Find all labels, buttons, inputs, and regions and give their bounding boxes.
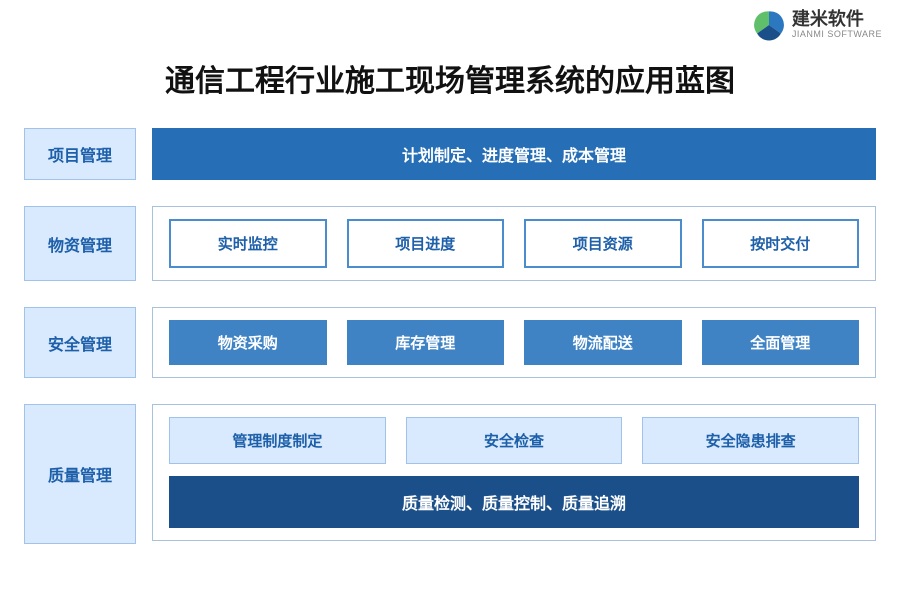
cell: 安全隐患排查 — [642, 417, 859, 464]
cell: 管理制度制定 — [169, 417, 386, 464]
row-frame: 物资采购 库存管理 物流配送 全面管理 — [152, 307, 876, 378]
row-label: 质量管理 — [24, 404, 136, 544]
cell: 项目资源 — [524, 219, 682, 268]
row-frame: 管理制度制定 安全检查 安全隐患排查 质量检测、质量控制、质量追溯 — [152, 404, 876, 541]
row-frame: 实时监控 项目进度 项目资源 按时交付 — [152, 206, 876, 281]
cell: 安全检查 — [406, 417, 623, 464]
diagram-rows: 项目管理 计划制定、进度管理、成本管理 物资管理 实时监控 项目进度 项目资源 … — [0, 128, 900, 544]
row-label: 物资管理 — [24, 206, 136, 281]
row-label: 项目管理 — [24, 128, 136, 180]
row-label: 安全管理 — [24, 307, 136, 378]
cell: 项目进度 — [347, 219, 505, 268]
row-safety-management: 安全管理 物资采购 库存管理 物流配送 全面管理 — [24, 307, 876, 378]
row-banner: 计划制定、进度管理、成本管理 — [152, 128, 876, 180]
brand-name-cn: 建米软件 — [792, 10, 882, 30]
brand-logo-icon — [752, 8, 786, 42]
row-material-management: 物资管理 实时监控 项目进度 项目资源 按时交付 — [24, 206, 876, 281]
cell: 库存管理 — [347, 320, 505, 365]
row-project-management: 项目管理 计划制定、进度管理、成本管理 — [24, 128, 876, 180]
cell: 按时交付 — [702, 219, 860, 268]
cell: 物资采购 — [169, 320, 327, 365]
brand-logo: 建米软件 JIANMI SOFTWARE — [752, 8, 882, 42]
row-quality-management: 质量管理 管理制度制定 安全检查 安全隐患排查 质量检测、质量控制、质量追溯 — [24, 404, 876, 544]
brand-name-en: JIANMI SOFTWARE — [792, 30, 882, 40]
cell: 全面管理 — [702, 320, 860, 365]
cell: 物流配送 — [524, 320, 682, 365]
cell: 实时监控 — [169, 219, 327, 268]
row-banner: 质量检测、质量控制、质量追溯 — [169, 476, 859, 528]
